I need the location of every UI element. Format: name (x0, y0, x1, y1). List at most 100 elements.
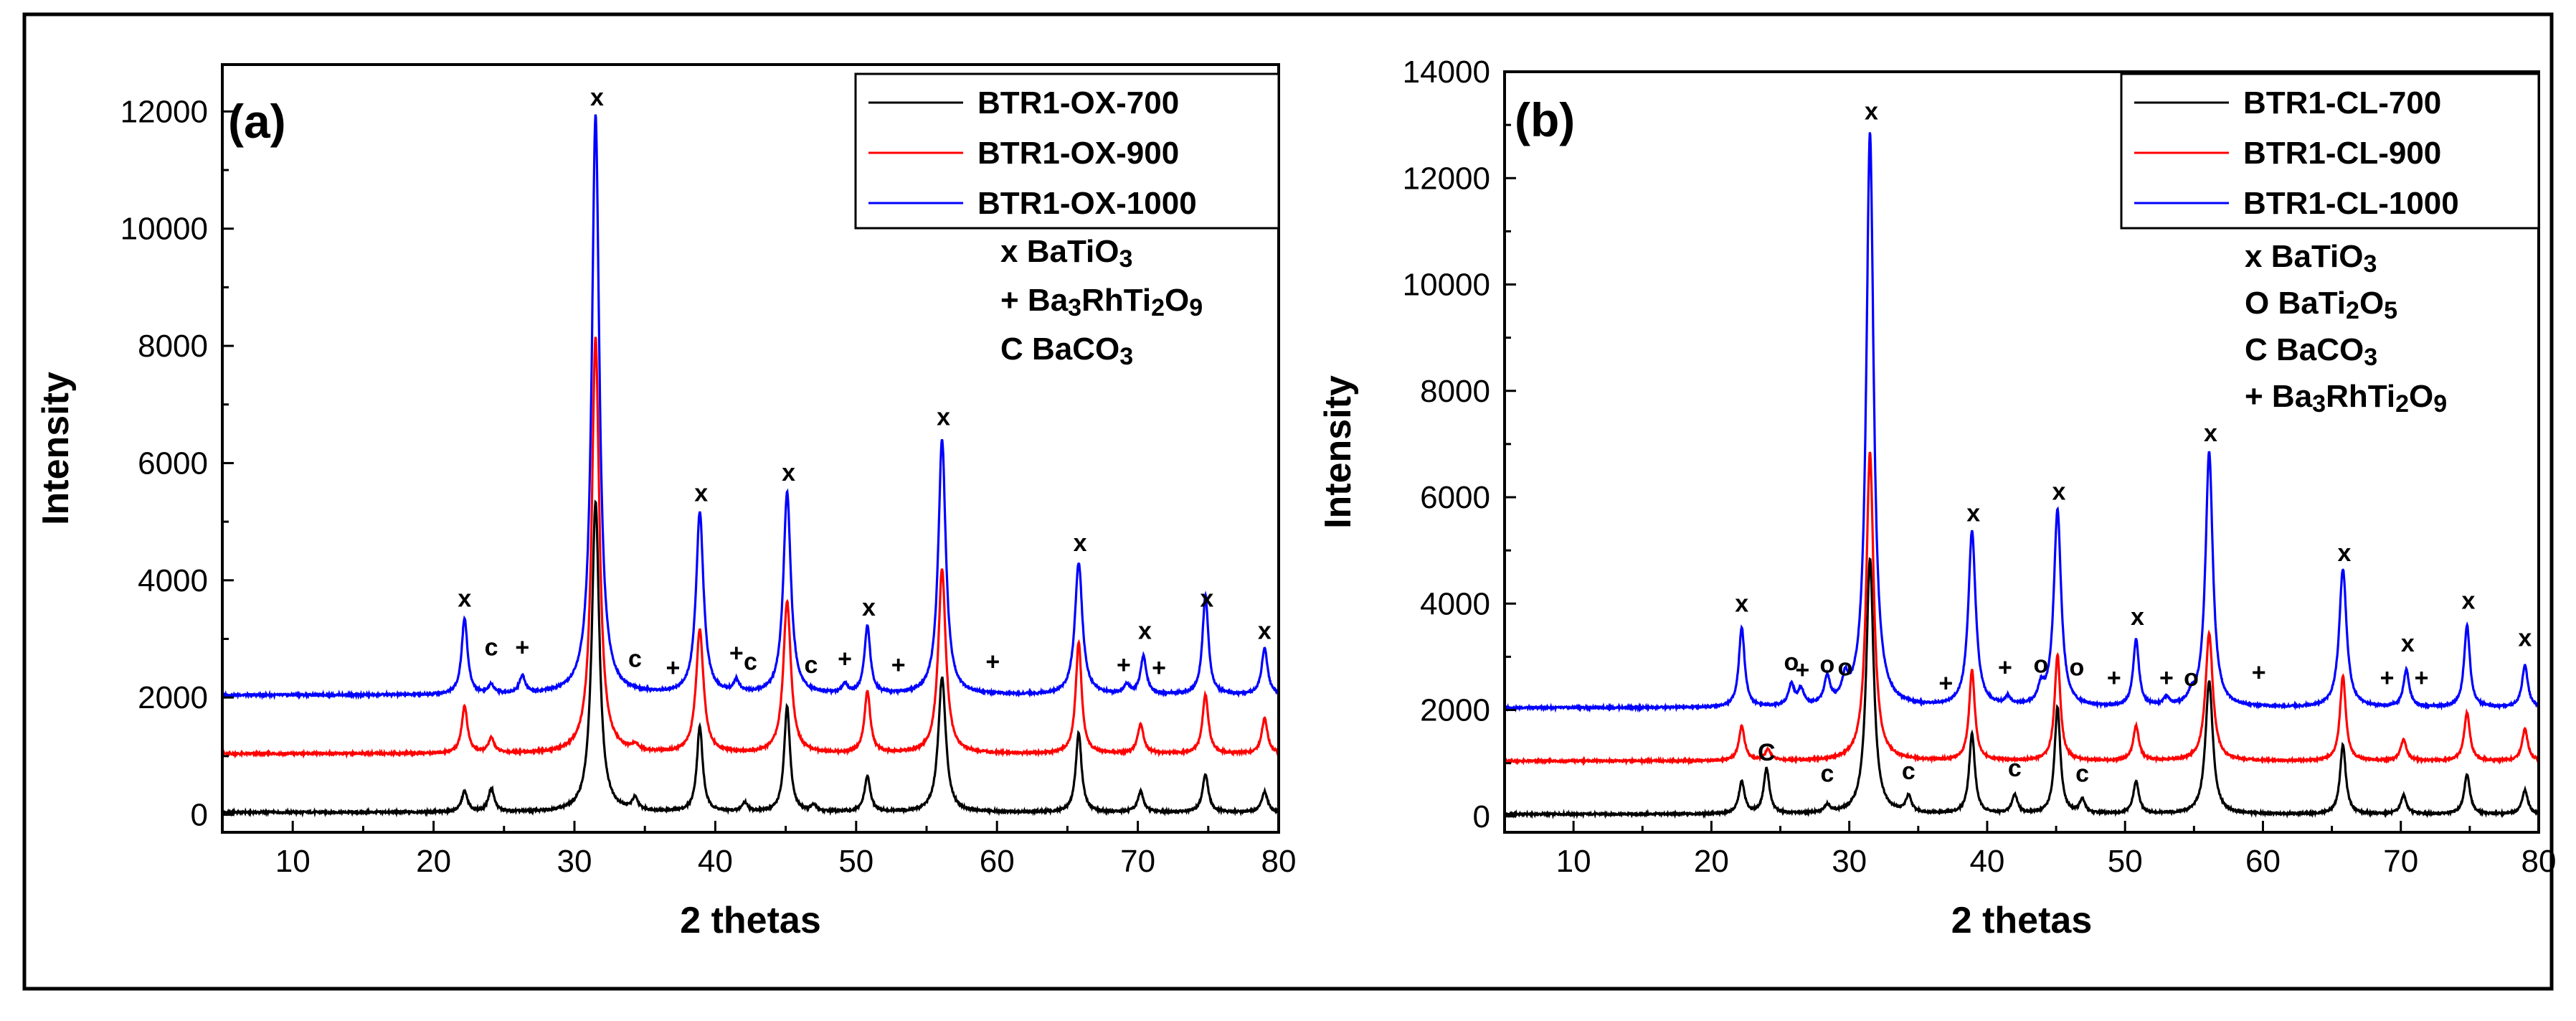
x-tick-label: 20 (1694, 844, 1729, 879)
x-tick-label: 60 (2245, 844, 2281, 879)
peak-annotation: x (2337, 540, 2351, 567)
y-axis-label: Intensity (1317, 375, 1359, 529)
peak-annotation: x (2204, 420, 2217, 447)
x-tick-label: 80 (1261, 844, 1297, 879)
y-tick-label: 0 (191, 797, 208, 832)
phase-symbol: O (2245, 286, 2278, 321)
peak-annotation: x (2518, 625, 2532, 652)
series-line-btr1-cl-1000 (1505, 132, 2539, 713)
peak-annotation: + (1795, 657, 1809, 684)
x-tick-label: 30 (557, 844, 592, 879)
y-tick-label: 2000 (1420, 693, 1490, 728)
peak-annotation: + (729, 639, 744, 667)
phase-formula-part: O (2409, 379, 2433, 414)
x-tick-label: 10 (275, 844, 311, 879)
peak-annotation: c (485, 634, 498, 661)
phase-formula-part: 9 (2433, 390, 2447, 418)
x-tick-label: 10 (1556, 844, 1591, 879)
peak-annotation: o (1820, 651, 1835, 679)
panel-label: (a) (228, 95, 286, 148)
peak-annotation: x (862, 594, 876, 621)
phase-symbol: + (1000, 283, 1028, 318)
y-tick-label: 4000 (138, 563, 208, 598)
phase-formula-part: 3 (1119, 343, 1133, 370)
x-tick-label: 80 (2521, 844, 2557, 879)
peak-annotation: x (1865, 98, 1878, 126)
legend-entry-label: BTR1-CL-900 (2243, 136, 2441, 171)
peak-annotation: x (1966, 499, 1980, 527)
y-tick-label: 10000 (1403, 268, 1490, 303)
peak-annotation: x (2052, 479, 2065, 506)
peak-annotation: x (782, 459, 795, 486)
phase-formula-part: BaTiO (2271, 239, 2364, 274)
peak-annotation: o (1784, 649, 1799, 676)
x-tick-label: 50 (838, 844, 873, 879)
y-tick-label: 6000 (1420, 480, 1490, 515)
x-tick-label: 60 (980, 844, 1015, 879)
phase-key-item: C BaCO3 (2245, 332, 2377, 371)
chart-panel-a: 10 20 30 40 50 60 70 80 0 2000 4000 6000 8000 10000 12… (35, 63, 1297, 941)
x-tick-label: 70 (2383, 844, 2418, 879)
y-tick-label: 4000 (1420, 586, 1490, 621)
peak-annotation: + (891, 651, 906, 679)
x-tick-label: 40 (698, 844, 733, 879)
phase-formula-part: RhTi (2326, 379, 2395, 414)
peak-annotation: x (1138, 617, 1152, 644)
phase-key-item: + Ba3RhTi2O9 (1000, 283, 1203, 321)
plot-frame (1503, 70, 2540, 834)
phase-symbol: x (2245, 239, 2271, 274)
x-tick-label: 50 (2108, 844, 2143, 879)
phase-formula-part: BaTiO (1027, 234, 1119, 269)
phase-formula-part: 2 (1151, 294, 1165, 321)
peak-annotation: + (838, 646, 852, 673)
peak-annotation: x (458, 585, 471, 613)
phase-formula-part: 3 (2312, 390, 2326, 418)
y-tick-label: 0 (1473, 799, 1490, 834)
phase-formula-part: 5 (2384, 297, 2397, 324)
y-tick-label: 2000 (138, 680, 208, 715)
peak-annotation: + (2159, 664, 2174, 692)
peak-annotation: + (515, 634, 529, 661)
peak-annotation: + (1152, 654, 1166, 682)
legend: BTR1-CL-700 BTR1-CL-900 BTR1-CL-1000 (2120, 72, 2540, 230)
phase-symbol: + (2245, 379, 2272, 414)
phase-formula-part: 3 (1119, 245, 1132, 273)
peak-annotation: o (1838, 654, 1853, 681)
phase-formula-part: 9 (1189, 294, 1203, 321)
phase-formula-part: Ba (2272, 379, 2313, 414)
x-axis-label: 2 thetas (680, 900, 821, 941)
peak-annotation: c (2008, 755, 2022, 782)
peak-annotation: x (694, 480, 708, 507)
phase-key-item: x BaTiO3 (1000, 234, 1132, 273)
peak-annotation: + (1938, 670, 1953, 697)
x-tick-label: 20 (416, 844, 451, 879)
phase-key-item: O BaTi2O5 (2245, 286, 2397, 324)
phase-formula-part: 3 (2363, 250, 2377, 278)
series-line-btr1-ox-1000 (222, 114, 1279, 700)
legend-entry-label: BTR1-OX-1000 (977, 186, 1197, 221)
phase-formula-part: 3 (1068, 294, 1081, 321)
y-tick-label: 6000 (138, 446, 208, 481)
phase-formula-part: 2 (2395, 390, 2409, 418)
peak-annotation: + (985, 649, 1000, 676)
phase-symbol: x (1000, 234, 1027, 269)
legend-entry-label: BTR1-CL-1000 (2243, 186, 2459, 221)
y-tick-label: 8000 (1420, 374, 1490, 409)
peak-annotation: x (1074, 530, 1087, 557)
y-tick-label: 8000 (138, 329, 208, 364)
chart-panel-b: 10 20 30 40 50 60 70 80 0 2000 4000 6000 8000 10000 12… (1317, 55, 2556, 941)
y-tick-label: 14000 (1403, 55, 1490, 90)
phase-formula-part: BaCO (1032, 331, 1119, 367)
legend-entry-label: BTR1-CL-700 (2243, 85, 2441, 121)
phase-formula-part: BaTi (2278, 286, 2346, 321)
plot-frame (221, 63, 1280, 834)
series-line-btr1-cl-900 (1505, 451, 2539, 766)
y-tick-label: 12000 (120, 94, 208, 129)
peak-annotation: + (2415, 664, 2429, 692)
peak-annotation: c (744, 649, 757, 676)
x-tick-label: 40 (1969, 844, 2004, 879)
peak-annotation: C (1758, 739, 1776, 766)
y-tick-label: 10000 (120, 212, 208, 247)
phase-formula-part: O (1165, 283, 1189, 318)
